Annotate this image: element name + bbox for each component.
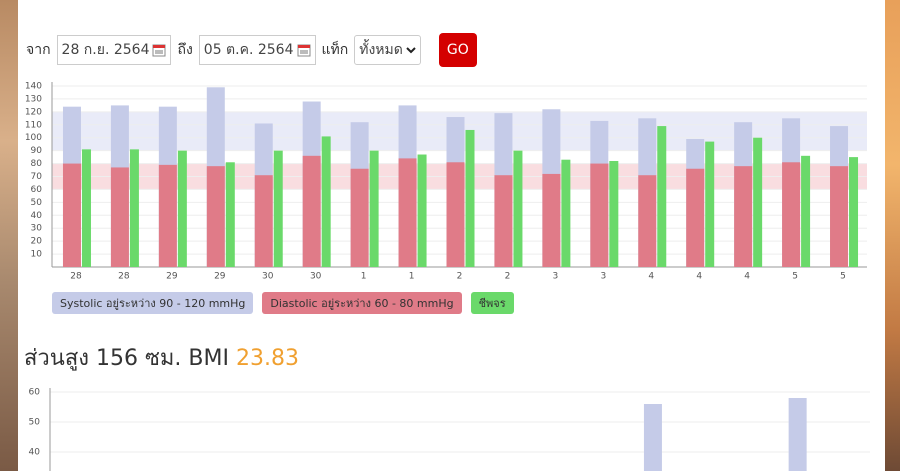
- x-tick-label: 1: [361, 272, 367, 282]
- bar: [686, 168, 705, 267]
- background: [0, 0, 18, 471]
- y-tick-label: 30: [31, 224, 43, 234]
- bar: [830, 166, 849, 267]
- x-tick-label: 29: [166, 272, 178, 282]
- from-date[interactable]: 28 ก.ย. 2564: [56, 35, 172, 65]
- bar: [110, 167, 129, 267]
- bar: [465, 129, 475, 267]
- to-date-text: 05 ต.ค. 2564: [203, 42, 294, 58]
- calendar-icon: [152, 44, 166, 57]
- bar: [254, 175, 273, 267]
- x-tick-label: 5: [792, 272, 798, 282]
- x-tick-label: 28: [70, 272, 82, 282]
- bar: [225, 162, 235, 267]
- y-tick-label: 40: [31, 211, 43, 221]
- x-tick-label: 30: [310, 272, 322, 282]
- bar: [801, 155, 811, 267]
- bar: [513, 150, 523, 267]
- bar: [657, 126, 667, 267]
- bar: [788, 398, 807, 471]
- bar: [350, 168, 369, 267]
- bar: [398, 158, 417, 267]
- bar: [849, 157, 859, 267]
- x-tick-label: 3: [600, 272, 606, 282]
- tag-select[interactable]: ทั้งหมด: [354, 35, 421, 65]
- bar: [302, 155, 321, 267]
- bmi-value: 23.83: [235, 346, 299, 371]
- to-date[interactable]: 05 ต.ค. 2564: [198, 35, 316, 65]
- bar: [782, 162, 801, 267]
- bar: [638, 175, 657, 267]
- y-tick-label: 130: [25, 94, 42, 104]
- bar: [561, 159, 571, 267]
- bar: [177, 150, 187, 267]
- y-tick-label: 140: [25, 82, 42, 92]
- heading-text: ส่วนสูง 156 ซม. BMI: [24, 346, 229, 371]
- x-tick-label: 29: [214, 272, 226, 282]
- x-tick-label: 1: [409, 272, 415, 282]
- legend-item[interactable]: ชีพจร: [470, 292, 514, 314]
- filter-form: จาก 28 ก.ย. 2564 ถึง 05 ต.ค. 2564 แท็ก ท…: [26, 33, 477, 67]
- to-label: ถึง: [177, 42, 193, 58]
- x-tick-label: 4: [648, 272, 654, 282]
- bar: [417, 154, 427, 267]
- bar: [542, 173, 561, 267]
- bar: [734, 166, 753, 267]
- x-tick-label: 2: [505, 272, 511, 282]
- bar: [81, 149, 91, 267]
- y-tick-label: 60: [29, 388, 41, 398]
- legend-item[interactable]: Diastolic อยู่ระหว่าง 60 - 80 mmHg: [262, 292, 462, 314]
- y-tick-label: 10: [31, 250, 43, 260]
- y-tick-label: 50: [31, 198, 43, 208]
- from-label: จาก: [26, 42, 51, 58]
- tag-value: ทั้งหมด: [359, 42, 403, 58]
- x-tick-label: 2: [457, 272, 463, 282]
- y-tick-label: 80: [31, 159, 43, 169]
- x-tick-label: 4: [744, 272, 750, 282]
- legend: Systolic อยู่ระหว่าง 90 - 120 mmHg Diasto…: [52, 292, 523, 314]
- bar: [590, 163, 609, 267]
- chevron: [406, 47, 416, 54]
- y-tick-label: 100: [25, 133, 42, 143]
- bar: [158, 164, 177, 267]
- y-tick-label: 90: [31, 146, 43, 156]
- bar: [206, 166, 225, 267]
- bar: [62, 163, 81, 267]
- legend-item[interactable]: Systolic อยู่ระหว่าง 90 - 120 mmHg: [52, 292, 254, 314]
- bar: [643, 404, 662, 471]
- bar: [705, 141, 715, 267]
- from-date-text: 28 ก.ย. 2564: [61, 42, 150, 58]
- bar: [753, 137, 763, 267]
- bar: [129, 149, 139, 267]
- bar: [369, 150, 379, 267]
- x-tick-label: 28: [118, 272, 130, 282]
- background: [885, 0, 900, 471]
- x-tick-label: 30: [262, 272, 274, 282]
- y-tick-label: 60: [31, 185, 43, 195]
- y-tick-label: 120: [25, 107, 42, 117]
- y-tick-label: 40: [29, 448, 41, 458]
- x-tick-label: 3: [553, 272, 559, 282]
- calendar-icon: [297, 44, 310, 57]
- bar: [273, 150, 283, 267]
- height-bmi-heading: ส่วนสูง 156 ซม. BMI 23.83: [24, 340, 299, 375]
- x-tick-label: 4: [696, 272, 702, 282]
- tag-label: แท็ก: [321, 42, 349, 58]
- bar: [321, 136, 331, 267]
- bar: [494, 175, 513, 267]
- y-tick-label: 110: [25, 120, 42, 130]
- y-tick-label: 50: [29, 418, 41, 428]
- bar: [446, 162, 465, 267]
- go-button[interactable]: GO: [438, 33, 477, 67]
- bar: [609, 160, 619, 267]
- y-tick-label: 20: [31, 237, 43, 247]
- x-tick-label: 5: [840, 272, 846, 282]
- y-tick-label: 70: [31, 172, 43, 182]
